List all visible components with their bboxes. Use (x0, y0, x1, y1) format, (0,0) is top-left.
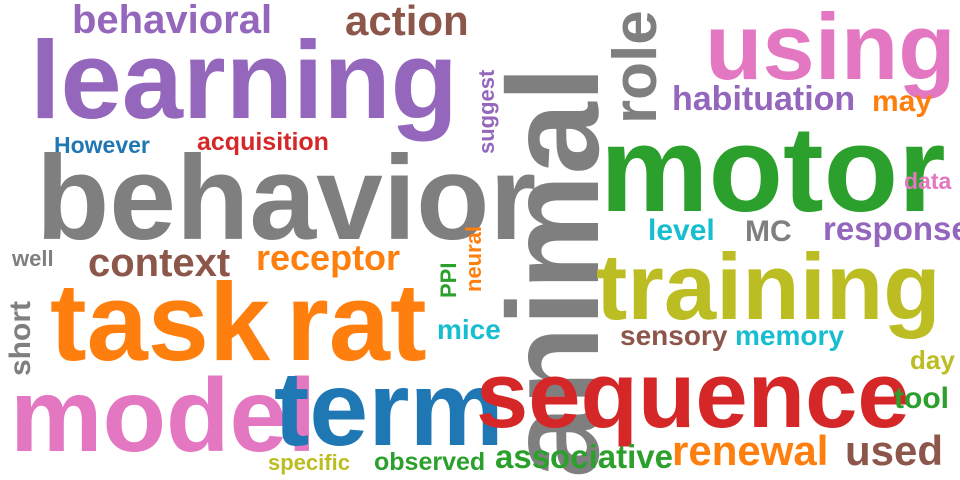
word-neural: neural (461, 225, 486, 292)
word-task: task (50, 261, 271, 384)
word-behavior: behavior (36, 131, 537, 265)
word-context: context (88, 241, 231, 285)
word-used: used (845, 427, 944, 474)
word-tool: tool (894, 382, 949, 415)
word-learning: learning (30, 19, 458, 142)
word-habituation: habituation (672, 80, 856, 118)
word-observed: observed (374, 448, 486, 476)
word-acquisition: acquisition (197, 128, 329, 156)
word-data: data (904, 168, 952, 194)
word-may: may (872, 85, 933, 118)
word-associative: associative (495, 438, 673, 475)
word-response: response (823, 210, 960, 247)
word-sensory: sensory (620, 320, 728, 351)
word-day: day (910, 345, 955, 375)
word-rat: rat (286, 261, 427, 384)
word-memory: memory (735, 320, 844, 351)
word-specific: specific (268, 450, 350, 475)
word-renewal: renewal (672, 427, 829, 474)
word-using: using (705, 0, 956, 99)
word-behavioral: behavioral (72, 0, 273, 42)
word-motor: motor (600, 101, 946, 237)
word-well: well (12, 246, 54, 271)
word-model: model (10, 358, 317, 474)
word-level: level (648, 214, 715, 247)
word-action: action (345, 0, 469, 44)
word-however: However (54, 132, 150, 158)
word-mice: mice (437, 314, 501, 345)
word-receptor: receptor (256, 237, 401, 278)
word-training: training (596, 234, 941, 339)
word-sequence: sequence (476, 342, 910, 447)
word-mc: MC (745, 215, 792, 248)
word-term: term (274, 350, 504, 468)
word-ppi: PPI (436, 262, 461, 298)
